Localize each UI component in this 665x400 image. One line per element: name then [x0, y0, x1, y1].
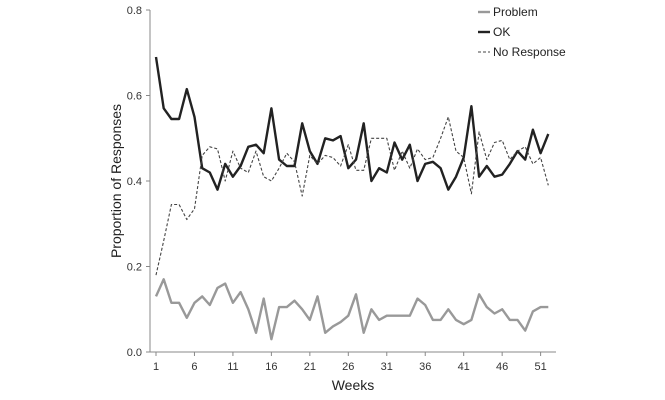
legend-label: OK — [493, 25, 510, 39]
x-tick-label: 26 — [342, 361, 354, 373]
y-tick-label: 0.0 — [127, 347, 142, 359]
series-line-no-response — [155, 116, 549, 276]
y-axis-title: Proportion of Responses — [108, 104, 124, 258]
y-ticks: 0.0 0.2 0.4 0.6 0.8 — [127, 5, 150, 359]
x-tick-label: 46 — [496, 361, 508, 373]
series-lines — [154, 56, 550, 341]
x-tick-label: 36 — [419, 361, 431, 373]
legend-label: Problem — [493, 5, 538, 19]
y-tick-label: 0.6 — [127, 91, 142, 103]
x-tick-label: 11 — [227, 361, 238, 373]
x-ticks: 1 6 11 16 21 26 31 36 41 46 51 — [153, 352, 547, 373]
x-tick-label: 6 — [191, 361, 197, 373]
y-tick-label: 0.8 — [127, 5, 142, 17]
legend: Problem OK No Response — [478, 5, 566, 59]
x-tick-label: 51 — [534, 361, 546, 373]
x-axis-title: Weeks — [332, 377, 375, 393]
x-tick-label: 1 — [153, 361, 159, 373]
x-tick-label: 41 — [458, 361, 470, 373]
y-tick-label: 0.4 — [127, 176, 142, 188]
series-line-ok — [154, 56, 550, 191]
legend-label: No Response — [493, 45, 566, 59]
x-tick-label: 21 — [304, 361, 316, 373]
series-line-problem — [154, 278, 549, 341]
x-tick-label: 31 — [381, 361, 393, 373]
y-tick-label: 0.2 — [127, 262, 142, 274]
x-tick-label: 16 — [265, 361, 277, 373]
